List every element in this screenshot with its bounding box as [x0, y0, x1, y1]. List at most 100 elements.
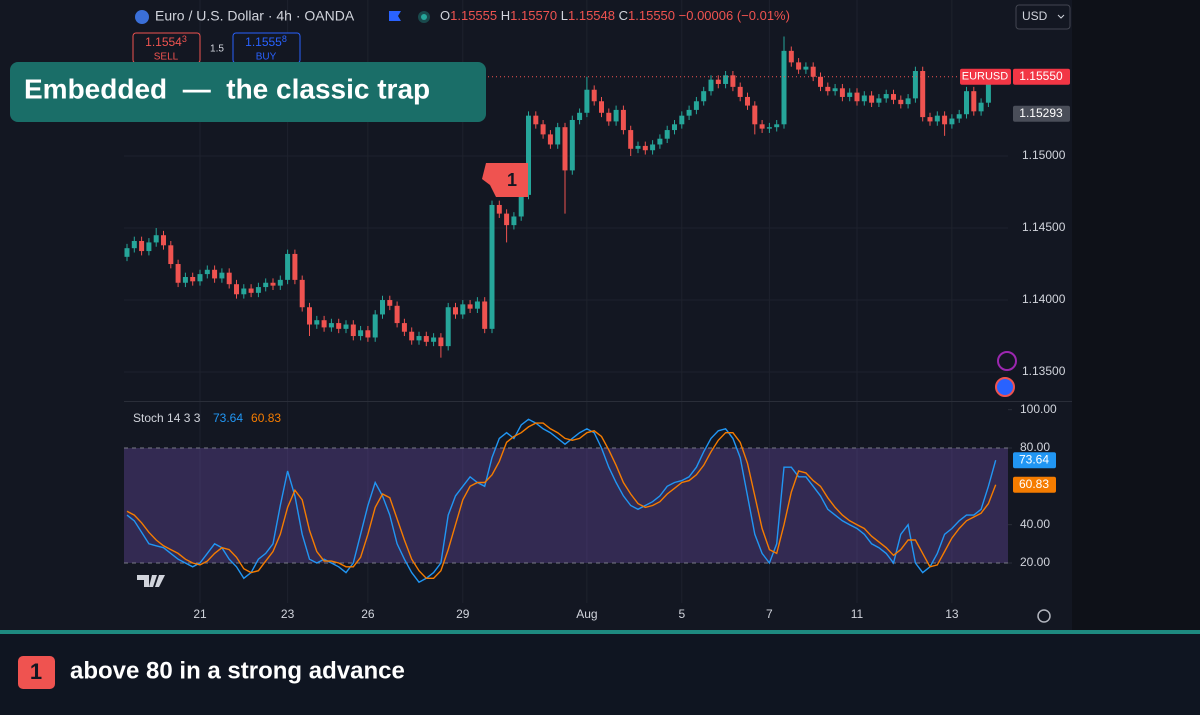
candle-body [307, 307, 312, 325]
candle-body [978, 102, 984, 112]
value-tag [1013, 476, 1056, 493]
candle-body [650, 144, 656, 151]
candle-body [964, 91, 969, 115]
change: −0.00006 (−0.01%) [679, 8, 790, 23]
candle-body [985, 76, 991, 103]
candle-body [467, 304, 473, 309]
candle-body [153, 235, 159, 243]
candle-body [328, 323, 334, 328]
alert-icon[interactable] [997, 351, 1017, 371]
flag-icon [389, 11, 401, 21]
candle-body [131, 240, 137, 249]
x-tick-label: 7 [766, 607, 773, 621]
value-tag [1013, 452, 1056, 469]
candle-body [511, 216, 517, 226]
candle-body [255, 287, 261, 293]
spread: 1.5 [210, 44, 224, 55]
candle-body [350, 324, 356, 337]
candle-body [898, 99, 904, 105]
logo [137, 575, 165, 587]
dropdown-caret [1057, 14, 1065, 19]
marker-flag [482, 163, 528, 197]
symbol: Euro / U.S. Dollar · 4h · OANDA [155, 8, 355, 24]
candle-body [248, 288, 254, 293]
candle-body [445, 307, 451, 347]
candle-body [766, 127, 772, 129]
candle-body [956, 114, 962, 119]
candle-body [839, 88, 845, 97]
candle-body [226, 272, 232, 285]
y-tick-label: 20.00 [1020, 555, 1050, 569]
x-tick-label: 29 [456, 607, 470, 621]
candle-body [657, 138, 663, 145]
plot-layer: 1.15000 1.14500 1.14000 1.13500 21 23 26 29 Aug 5… [124, 0, 1072, 621]
y-tick-label: 40.00 [1020, 517, 1050, 531]
candle-body [701, 91, 707, 102]
candle-body [774, 124, 780, 128]
candle-body [314, 320, 320, 325]
candle-body [533, 115, 539, 125]
candle-body [197, 274, 203, 282]
ohlc-value: 1.15555 [450, 8, 497, 23]
indicator-title: Stoch 14 3 3 [133, 411, 201, 425]
candle-body [277, 279, 283, 286]
price-marker-tag [1013, 105, 1070, 122]
value-tag-label: 60.83 [1019, 477, 1049, 491]
candle-body [584, 89, 590, 113]
candle-body [496, 204, 502, 214]
candle-body [321, 320, 327, 328]
settings-icon[interactable] [1037, 609, 1051, 623]
candle-body [401, 323, 407, 332]
flag-icon[interactable] [995, 377, 1015, 397]
candle-body [825, 86, 831, 92]
ohlc-label: L [561, 8, 568, 23]
stoch-line [126, 422, 997, 579]
candle-body [285, 253, 291, 280]
candle-body [263, 282, 269, 288]
candle-body [591, 89, 597, 102]
candle-body [672, 124, 677, 131]
candle-body [847, 92, 853, 97]
candle-body [686, 109, 692, 116]
candle-body [146, 242, 152, 252]
candle-body [620, 109, 626, 131]
ohlc-value: 1.15570 [510, 8, 557, 23]
candle-body [803, 66, 809, 70]
y-tick-label: 1.14500 [1022, 220, 1066, 234]
x-tick-label: 26 [361, 607, 375, 621]
candle-body [832, 88, 838, 92]
candle-body [934, 115, 940, 122]
sell-label: SELL [154, 52, 179, 63]
y-tick-label: 1.13500 [1022, 364, 1066, 378]
candle-body [438, 337, 444, 347]
sell-price: 1.15543 [145, 34, 187, 49]
candle-body [270, 282, 276, 286]
candle-body [365, 330, 371, 338]
ohlc-label: H [501, 8, 510, 23]
currency-select[interactable] [1015, 4, 1071, 30]
candle-body [336, 323, 342, 329]
y-tick-label: 100.00 [1020, 402, 1057, 416]
candle-body [299, 279, 305, 308]
candle-body [613, 109, 619, 122]
candle-body [920, 71, 926, 118]
x-tick-label: 11 [851, 607, 864, 621]
candle-body [745, 96, 750, 106]
candle-body [431, 337, 437, 342]
candle-body [730, 75, 736, 87]
last-price-label: 1.15550 [1019, 69, 1063, 83]
buy-label: BUY [256, 52, 277, 63]
x-tick-label: 21 [193, 607, 207, 621]
candle-body [723, 75, 729, 84]
y-tick-label: 1.15000 [1022, 148, 1066, 162]
candle-body [599, 101, 604, 113]
x-tick-label: Aug [576, 607, 597, 621]
ohlc-label: O [440, 8, 450, 23]
candle-body [869, 95, 875, 103]
candle-body [526, 115, 531, 195]
candle-body [854, 92, 860, 102]
candle-body [482, 301, 488, 329]
sell-pip: 3 [182, 34, 187, 44]
candle-body [161, 235, 166, 246]
